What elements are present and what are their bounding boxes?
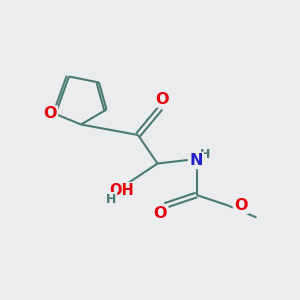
Text: O: O	[234, 198, 247, 213]
Text: O: O	[154, 206, 167, 220]
Text: H: H	[200, 148, 211, 161]
Text: H: H	[106, 193, 116, 206]
Text: OH: OH	[109, 183, 134, 198]
Text: N: N	[189, 153, 203, 168]
Text: O: O	[155, 92, 169, 106]
Text: O: O	[44, 106, 57, 122]
